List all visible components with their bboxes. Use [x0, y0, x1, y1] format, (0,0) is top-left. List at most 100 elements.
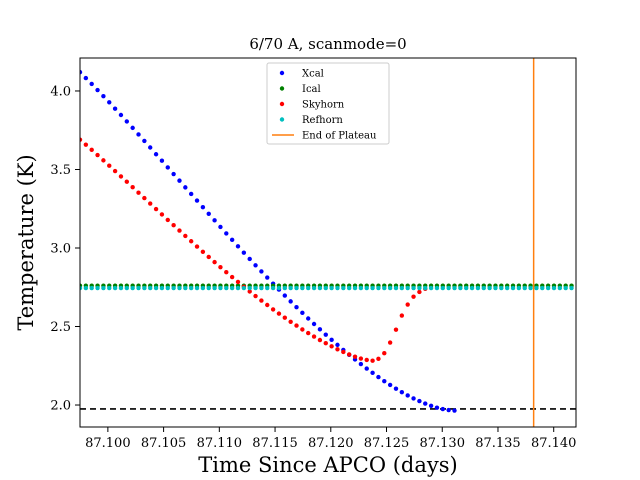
xcal-point	[101, 93, 106, 99]
skyhorn-point	[282, 315, 288, 320]
xcal-point	[452, 408, 457, 413]
plot-marks	[80, 58, 576, 427]
skyhorn-point	[276, 311, 282, 316]
xcal-point	[265, 275, 270, 280]
x-tick-label: 87.100	[85, 436, 131, 451]
refhorn-point	[522, 285, 527, 291]
legend-marker-refhorn	[279, 117, 285, 122]
xcal-point	[434, 405, 440, 410]
refhorn-point	[341, 285, 346, 291]
refhorn-point	[569, 285, 574, 291]
refhorn-point	[317, 285, 323, 291]
skyhorn-point	[323, 340, 328, 346]
skyhorn-point	[335, 347, 340, 352]
refhorn-point	[464, 285, 469, 291]
x-axis-label: Time Since APCO (days)	[198, 453, 457, 477]
refhorn-point	[545, 285, 551, 291]
xcal-point	[165, 165, 170, 170]
refhorn-point	[148, 285, 153, 291]
skyhorn-point	[136, 190, 141, 195]
refhorn-point	[335, 285, 340, 291]
xcal-point	[171, 171, 176, 177]
legend-marker-ical	[279, 86, 285, 91]
refhorn-point	[405, 285, 410, 291]
refhorn-point	[311, 285, 317, 291]
skyhorn-point	[417, 289, 422, 295]
skyhorn-point	[370, 358, 375, 363]
refhorn-point	[212, 285, 217, 291]
refhorn-point	[557, 285, 563, 291]
skyhorn-point	[159, 212, 165, 217]
y-tick-label: 2.5	[50, 320, 71, 335]
xcal-point	[83, 75, 89, 81]
refhorn-point	[224, 285, 229, 291]
skyhorn-point	[229, 274, 235, 280]
refhorn-point	[382, 285, 387, 291]
refhorn-point	[364, 285, 369, 291]
xcal-point	[229, 237, 235, 243]
xcal-point	[177, 178, 182, 183]
xcal-point	[112, 106, 118, 111]
y-tick-label: 3.0	[50, 241, 71, 256]
skyhorn-point	[218, 264, 223, 270]
refhorn-point	[323, 285, 328, 291]
xcal-point	[306, 316, 311, 321]
x-axis-ticks: 87.100 87.105 87.110 87.115 87.120 87.125 87.1…	[85, 427, 576, 451]
x-tick-label: 87.115	[252, 436, 298, 451]
skyhorn-point	[89, 147, 94, 153]
skyhorn-point	[253, 293, 258, 299]
skyhorn-point	[183, 233, 188, 239]
skyhorn-point	[165, 217, 170, 223]
skyhorn-point	[171, 223, 176, 228]
refhorn-point	[107, 285, 112, 291]
legend-marker-xcal	[279, 70, 285, 76]
skyhorn-point	[382, 351, 387, 356]
xcal-point	[212, 218, 217, 223]
x-tick-label: 87.105	[141, 436, 187, 451]
refhorn-point	[218, 285, 223, 291]
refhorn-point	[452, 285, 457, 291]
xcal-point	[423, 401, 428, 406]
refhorn-point	[206, 285, 211, 291]
refhorn-point	[446, 285, 451, 291]
refhorn-point	[423, 285, 428, 291]
refhorn-point	[118, 285, 124, 291]
skyhorn-point	[224, 269, 229, 275]
y-axis-ticks: 2.0 2.5 3.0 3.5 4.0	[50, 84, 80, 414]
xcal-point	[405, 393, 410, 398]
xcal-point	[89, 81, 94, 87]
refhorn-point	[265, 285, 270, 291]
xcal-point	[218, 224, 223, 230]
xcal-point	[159, 158, 165, 163]
xcal-point	[317, 327, 323, 332]
refhorn-point	[306, 285, 311, 291]
refhorn-point	[276, 285, 282, 291]
refhorn-point	[469, 285, 475, 291]
skyhorn-point	[153, 206, 159, 212]
series-xcal	[80, 69, 457, 413]
skyhorn-point	[235, 279, 241, 285]
skyhorn-point	[200, 249, 206, 254]
skyhorn-point	[130, 185, 135, 190]
xcal-point	[194, 198, 200, 203]
refhorn-point	[89, 285, 94, 291]
refhorn-point	[188, 285, 194, 291]
skyhorn-point	[399, 313, 405, 318]
legend-label-ical: Ical	[302, 84, 321, 95]
xcal-point	[358, 361, 364, 367]
refhorn-point	[229, 285, 235, 291]
refhorn-point	[153, 285, 159, 291]
skyhorn-point	[247, 289, 252, 294]
skyhorn-point	[112, 168, 118, 174]
y-tick-label: 2.0	[50, 399, 71, 414]
skyhorn-point	[107, 163, 112, 168]
plot-frame	[79, 57, 577, 428]
refhorn-point	[540, 285, 545, 291]
refhorn-point	[194, 285, 200, 291]
refhorn-point	[171, 285, 176, 291]
refhorn-point	[142, 285, 147, 291]
refhorn-point	[130, 285, 135, 291]
xcal-point	[153, 152, 159, 157]
skyhorn-point	[83, 142, 89, 147]
